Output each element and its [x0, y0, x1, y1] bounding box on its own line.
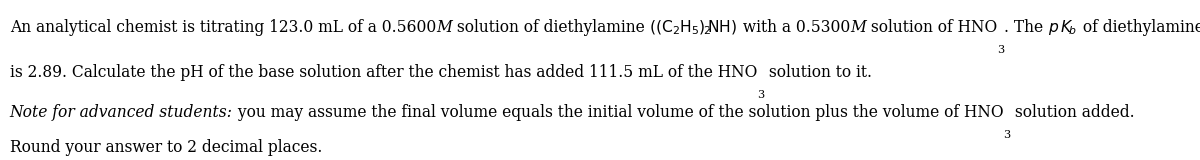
Text: solution of HNO: solution of HNO [866, 19, 997, 36]
Text: with a 0.5300: with a 0.5300 [738, 19, 850, 36]
Text: M: M [850, 19, 866, 36]
Text: solution added.: solution added. [1010, 104, 1135, 121]
Text: An analytical chemist is titrating 123.0 mL of a 0.5600: An analytical chemist is titrating 123.0… [10, 19, 436, 36]
Text: of diethylamine: of diethylamine [1078, 19, 1200, 36]
Text: $p\,K_{\!b}$: $p\,K_{\!b}$ [1049, 18, 1078, 37]
Text: M: M [436, 19, 451, 36]
Text: $\left(\left(\mathrm{C_2H_5}\right)_{\!2}\!\mathrm{NH}\right)$: $\left(\left(\mathrm{C_2H_5}\right)_{\!2… [649, 18, 738, 37]
Text: 3: 3 [997, 45, 1004, 55]
Text: is 2.89. Calculate the pH of the base solution after the chemist has added 111.5: is 2.89. Calculate the pH of the base so… [10, 64, 757, 81]
Text: solution to it.: solution to it. [764, 64, 872, 81]
Text: Note for advanced students:: Note for advanced students: [10, 104, 233, 121]
Text: you may assume the final volume equals the initial volume of the solution plus t: you may assume the final volume equals t… [233, 104, 1003, 121]
Text: 3: 3 [757, 90, 764, 100]
Text: solution of diethylamine: solution of diethylamine [451, 19, 649, 36]
Text: . The: . The [1004, 19, 1049, 36]
Text: 3: 3 [1003, 130, 1010, 140]
Text: Round your answer to 2 decimal places.: Round your answer to 2 decimal places. [10, 139, 322, 156]
